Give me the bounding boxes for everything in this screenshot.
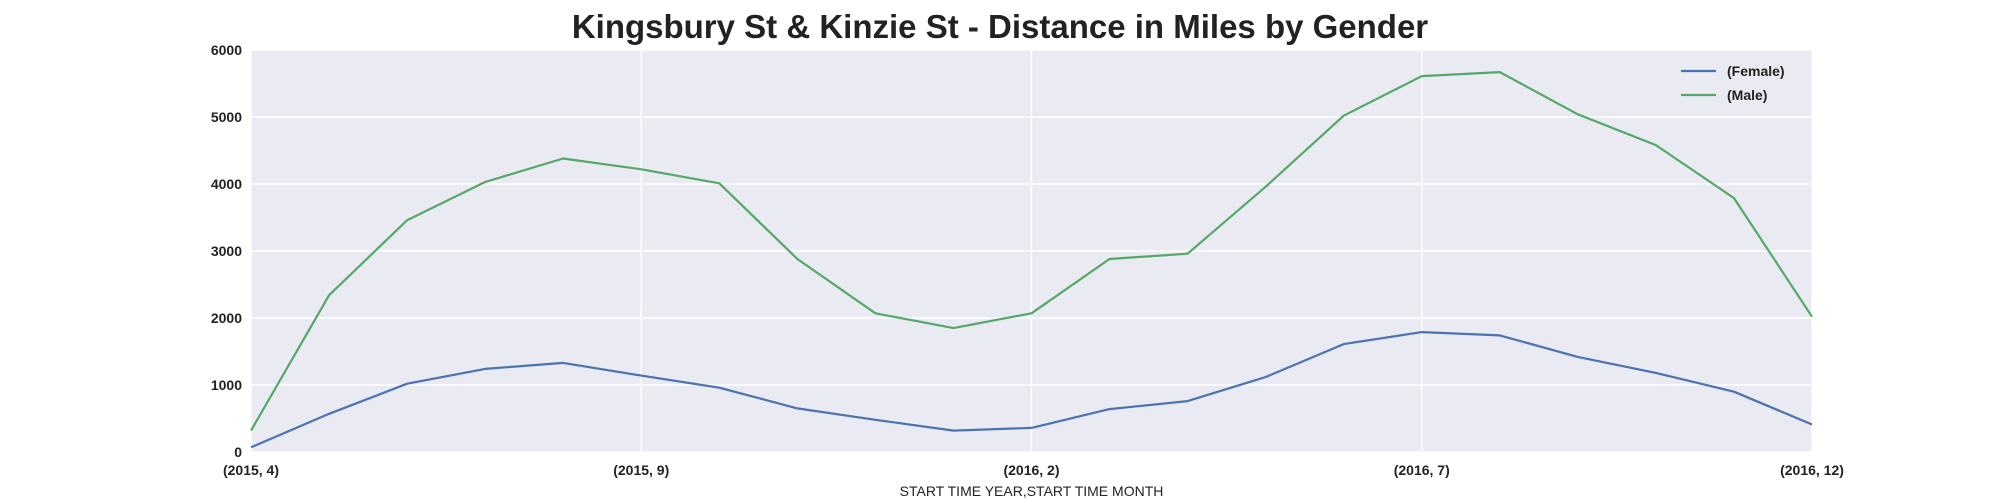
series-lines: [250, 70, 1813, 449]
legend-label: (Female): [1727, 63, 1785, 79]
x-tick-label: (2016, 7): [1394, 462, 1450, 478]
x-tick-label: (2016, 12): [1780, 462, 1844, 478]
y-tick-label: 0: [234, 444, 242, 460]
chart-title: Kingsbury St & Kinzie St - Distance in M…: [571, 8, 1429, 45]
legend: (Female) (Male): [1681, 63, 1785, 103]
series-line-female: [250, 331, 1813, 449]
y-tick-label: 3000: [211, 243, 242, 259]
x-axis-ticks: (2015, 4) (2015, 9) (2016, 2) (2016, 7) (201…: [223, 462, 1844, 478]
y-tick-label: 6000: [211, 42, 242, 58]
legend-label: (Male): [1727, 87, 1767, 103]
y-tick-label: 5000: [211, 109, 242, 125]
x-tick-label: (2015, 9): [613, 462, 669, 478]
y-tick-label: 2000: [211, 310, 242, 326]
y-axis-ticks: 0 1000 2000 3000 4000 5000 6000: [211, 42, 242, 460]
x-tick-label: (2015, 4): [223, 462, 279, 478]
series-line-male: [250, 70, 1813, 432]
y-tick-label: 1000: [211, 377, 242, 393]
y-tick-label: 4000: [211, 176, 242, 192]
x-axis-label: START TIME YEAR,START TIME MONTH: [900, 483, 1164, 499]
grid-lines: [250, 49, 1813, 453]
x-tick-label: (2016, 2): [1003, 462, 1059, 478]
